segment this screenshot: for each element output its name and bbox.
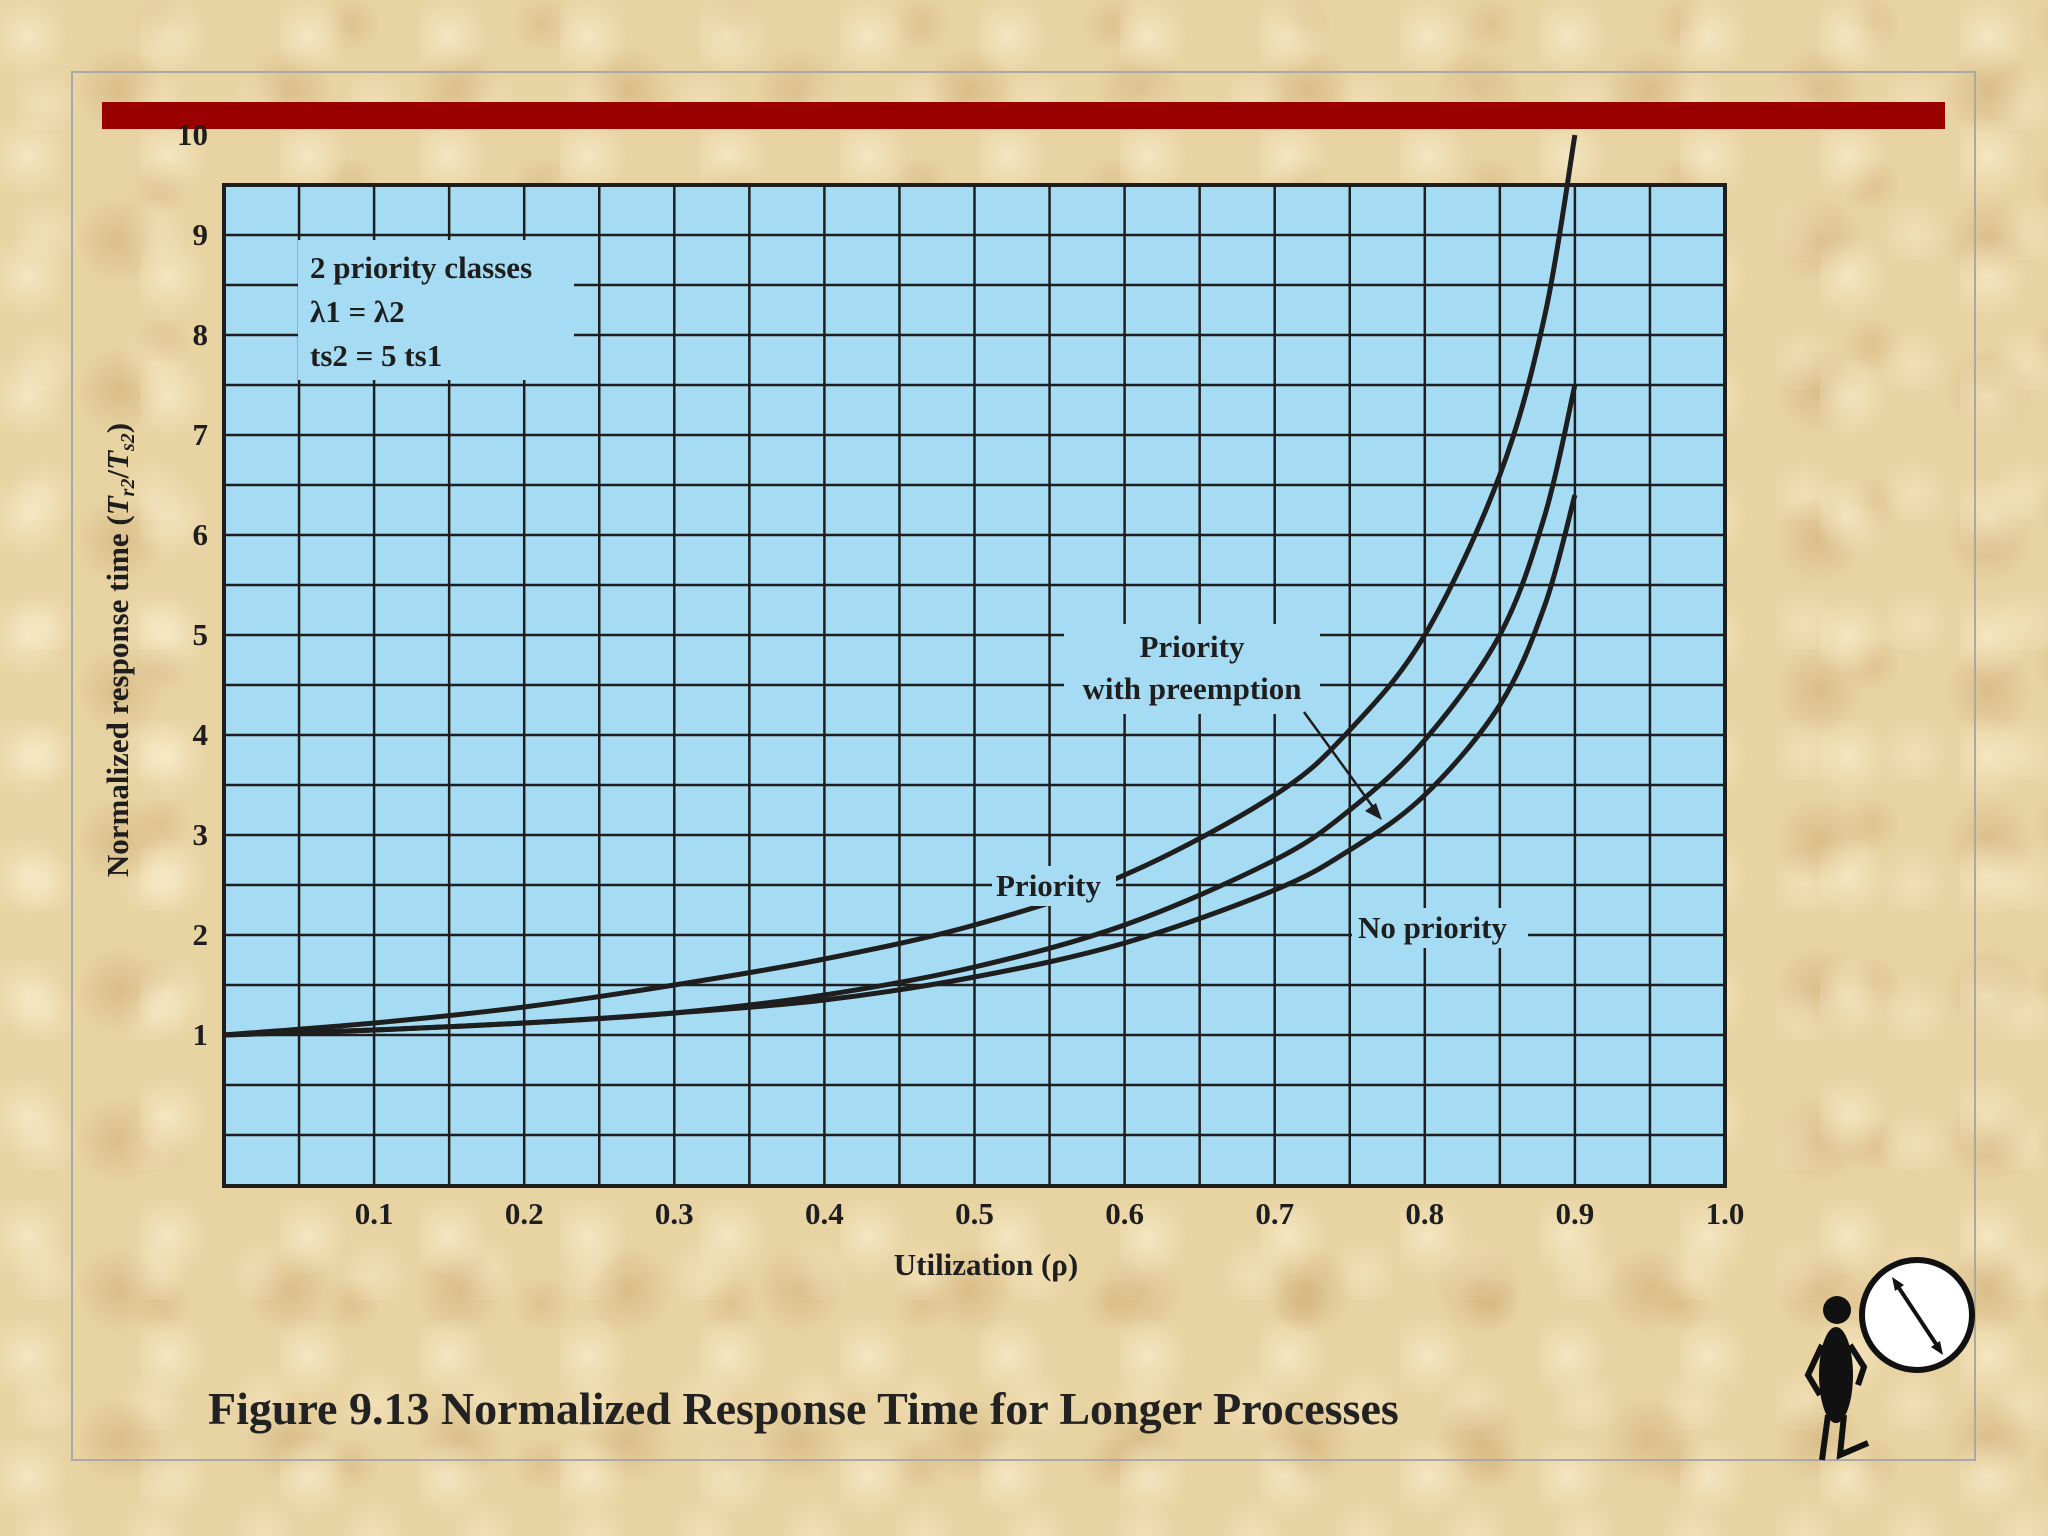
y-tick-label: 3 bbox=[193, 817, 209, 852]
annot-no-priority: No priority bbox=[1358, 910, 1507, 945]
annot-bg-preemption bbox=[1064, 624, 1320, 714]
legend-line-3: ts2 = 5 ts1 bbox=[310, 338, 442, 373]
x-tick-label: 0.9 bbox=[1556, 1196, 1595, 1231]
slide-frame bbox=[71, 71, 1976, 1461]
y-tick-label: 1 bbox=[193, 1017, 209, 1052]
legend-line-2: λ1 = λ2 bbox=[310, 294, 405, 329]
x-tick-label: 1.0 bbox=[1706, 1196, 1745, 1231]
x-tick-label: 0.7 bbox=[1255, 1196, 1294, 1231]
y-axis-label: Normalized response time (Tr2/Ts2) bbox=[100, 423, 139, 877]
series-line-0 bbox=[223, 134, 1578, 1038]
x-tick-label: 0.8 bbox=[1405, 1196, 1444, 1231]
annot-priority: Priority bbox=[996, 868, 1102, 903]
x-axis-label: Utilization (ρ) bbox=[894, 1247, 1078, 1282]
grid bbox=[224, 185, 1725, 1186]
title-bar bbox=[102, 102, 1945, 129]
y-tick-label: 6 bbox=[193, 517, 209, 552]
legend-line-1: 2 priority classes bbox=[310, 250, 532, 285]
annot-arrow-head bbox=[1365, 803, 1382, 820]
series-line-2 bbox=[223, 494, 1578, 1038]
annot-preemption-2: with preemption bbox=[1082, 671, 1301, 706]
x-tick-labels: 0.1 0.2 0.3 0.4 0.5 0.6 0.7 0.8 0.9 1.0 bbox=[355, 1196, 1745, 1231]
y-tick-label: 8 bbox=[193, 317, 209, 352]
annot-preemption-1: Priority bbox=[1139, 629, 1245, 664]
annot-bg-priority bbox=[992, 866, 1116, 906]
curves bbox=[223, 134, 1578, 1038]
legend-box bbox=[298, 240, 574, 380]
y-tick-label: 2 bbox=[193, 917, 209, 952]
x-tick-label: 0.3 bbox=[655, 1196, 694, 1231]
y-tick-label: 10 bbox=[177, 117, 208, 152]
x-tick-label: 0.2 bbox=[505, 1196, 544, 1231]
y-tick-labels: 1 2 3 4 5 6 7 8 9 10 bbox=[177, 117, 208, 1052]
annot-arrow-line bbox=[1302, 711, 1380, 815]
y-tick-label: 4 bbox=[193, 717, 209, 752]
plot-border bbox=[222, 183, 1727, 1188]
y-tick-label: 5 bbox=[193, 617, 209, 652]
y-tick-label: 9 bbox=[193, 217, 209, 252]
x-tick-label: 0.4 bbox=[805, 1196, 844, 1231]
x-tick-label: 0.5 bbox=[955, 1196, 994, 1231]
x-tick-label: 0.6 bbox=[1105, 1196, 1144, 1231]
figure-caption: Figure 9.13 Normalized Response Time for… bbox=[208, 1383, 1399, 1434]
x-tick-label: 0.1 bbox=[355, 1196, 394, 1231]
annot-bg-nopriority bbox=[1352, 908, 1528, 948]
clock-person-icon bbox=[1804, 1257, 1975, 1461]
y-tick-label: 7 bbox=[193, 417, 209, 452]
